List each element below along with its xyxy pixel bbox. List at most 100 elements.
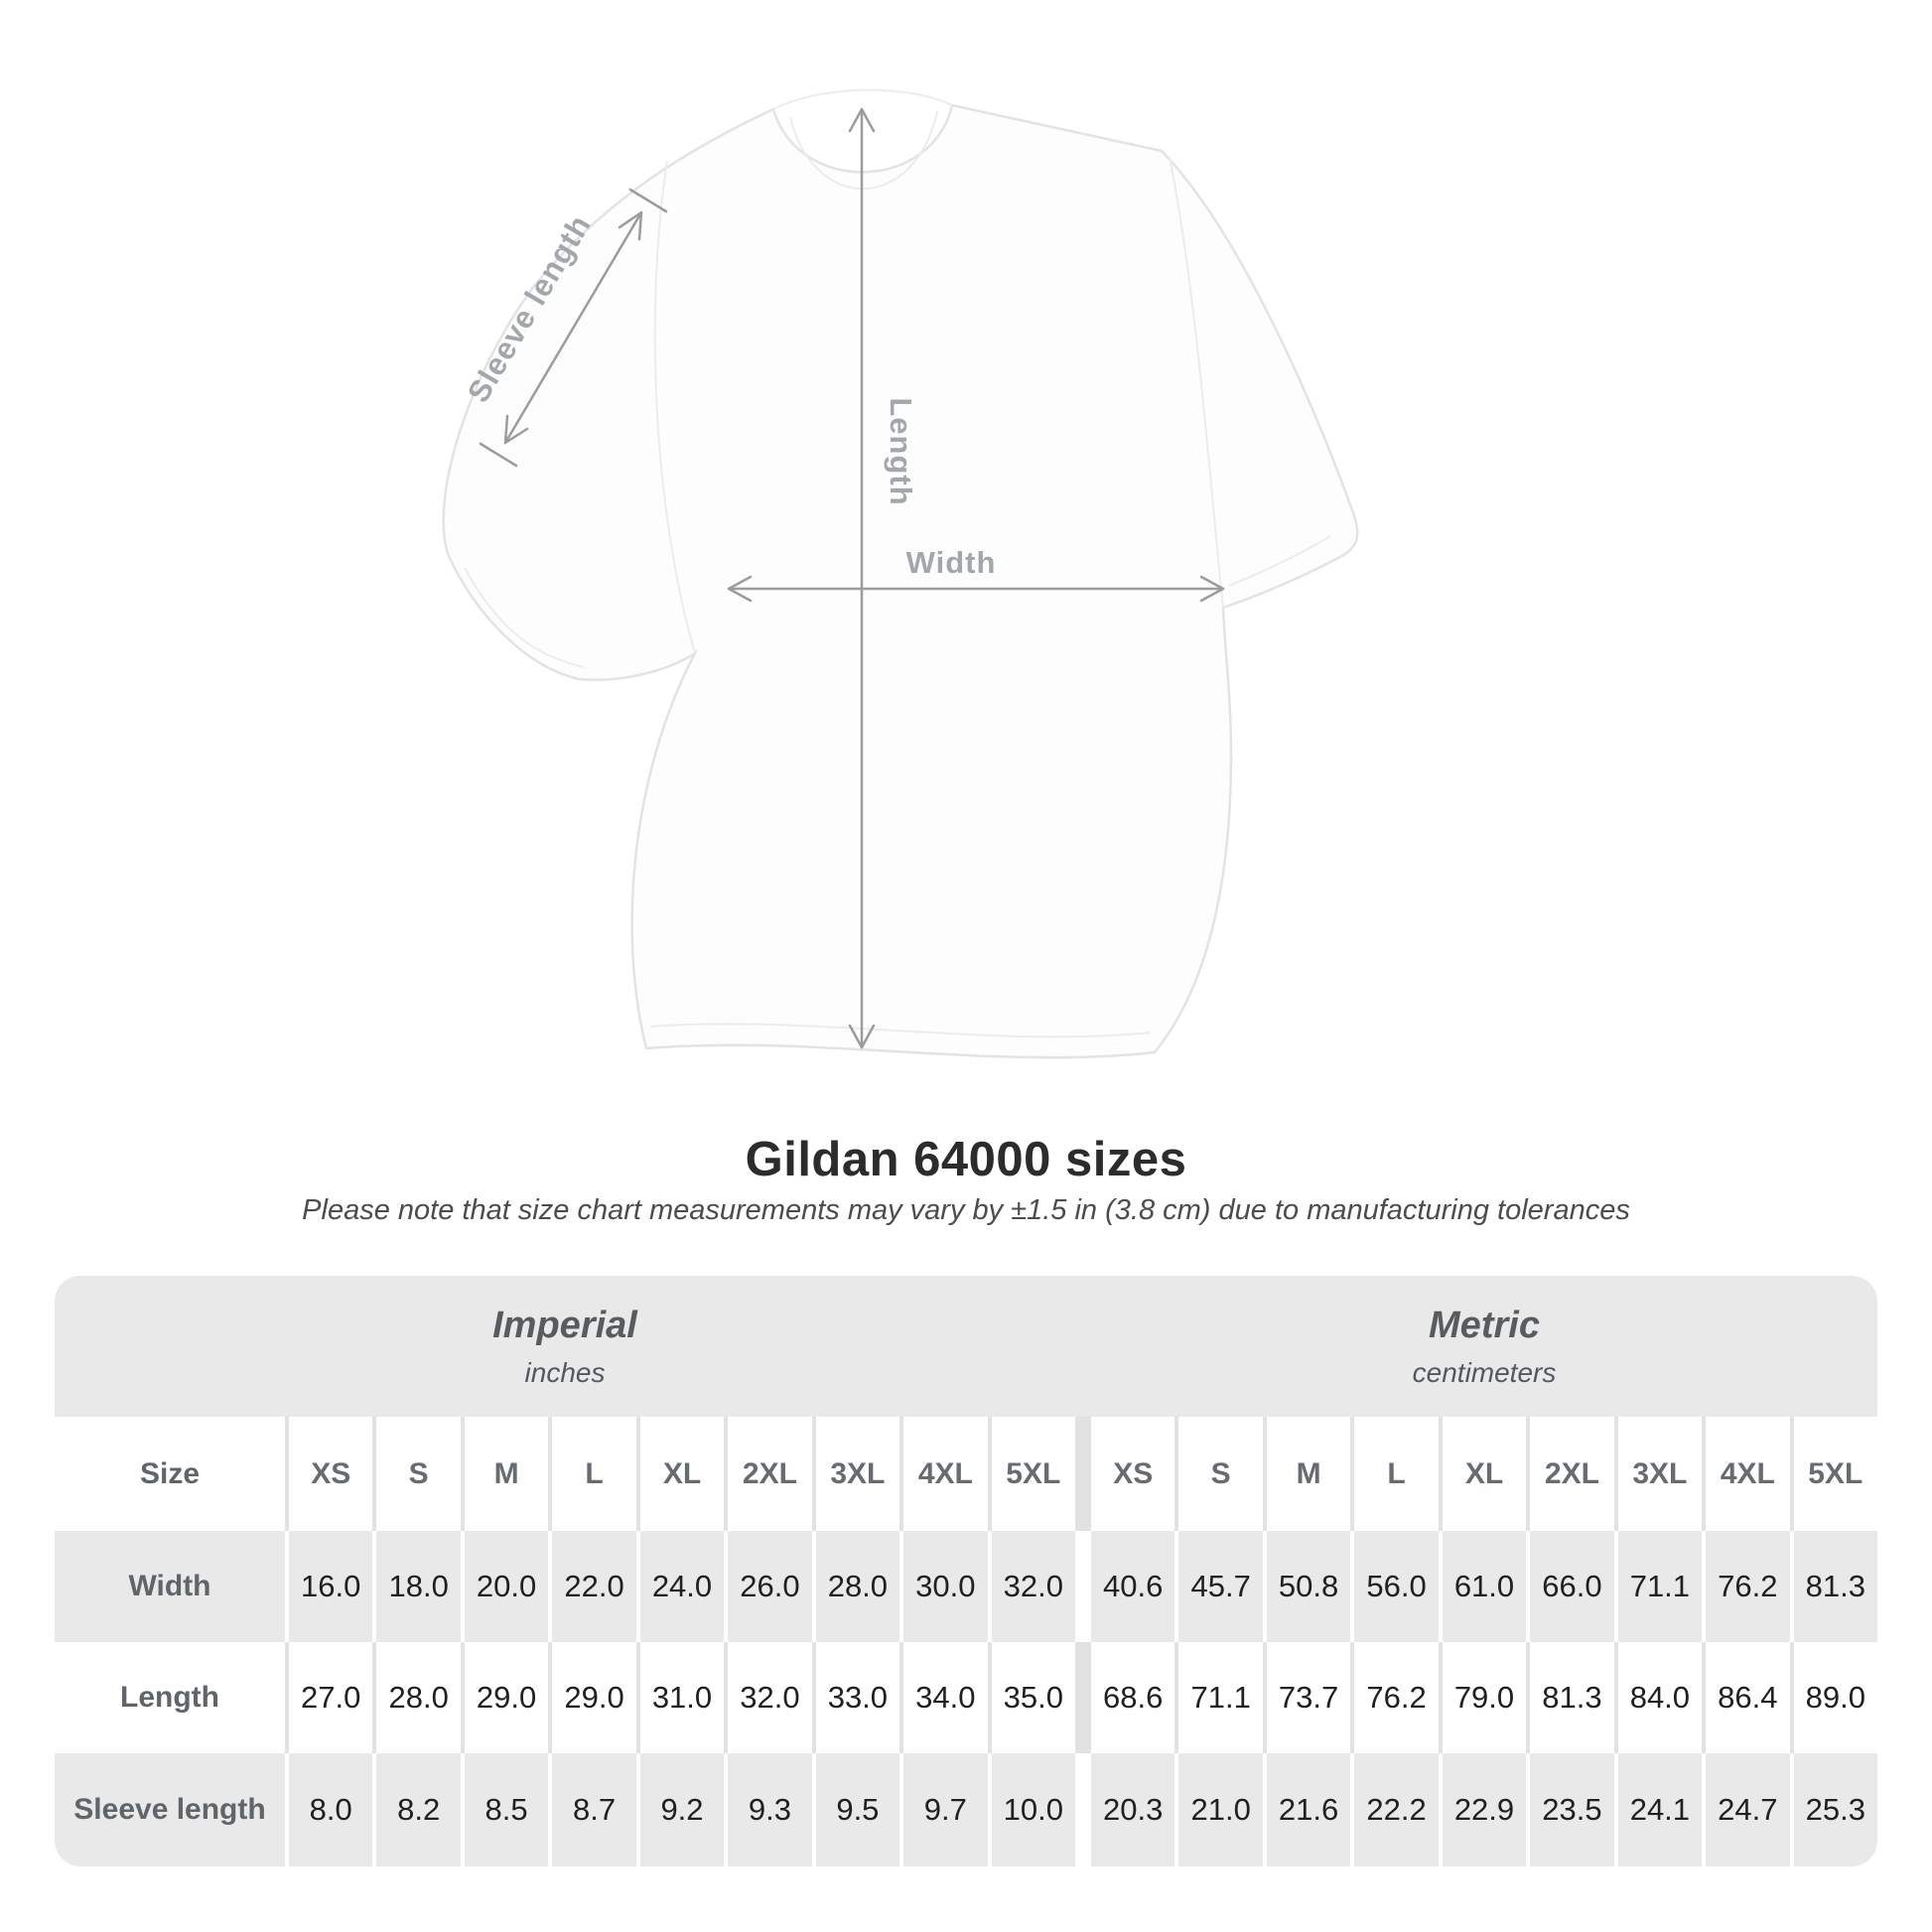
table-cell: XL: [1442, 1417, 1527, 1531]
table-cell: 24.0: [639, 1531, 725, 1642]
section-divider: [1079, 1531, 1087, 1642]
left-sleeve-seam: [653, 160, 696, 654]
table-cell: 32.0: [728, 1642, 812, 1753]
table-cell: 24.7: [1706, 1753, 1790, 1866]
table-row: Size XS S M L XL 2XL 3XL 4XL 5XL XS S M L XL 2XL 3XL 4XL 5…: [55, 1417, 1877, 1531]
table-cell: M: [464, 1417, 549, 1531]
section-divider: [1079, 1417, 1087, 1531]
unit-header-band: Imperial inches Metric centimeters: [55, 1276, 1877, 1417]
table-cell: S: [376, 1417, 461, 1531]
table-cell: 27.0: [289, 1642, 373, 1753]
table-cell: 22.9: [1442, 1753, 1527, 1866]
table-cell: 3XL: [815, 1417, 900, 1531]
row-label: Sleeve length: [55, 1753, 285, 1866]
length-arrow: [848, 107, 876, 1049]
table-cell: 3XL: [1617, 1417, 1703, 1531]
table-cell: 9.2: [639, 1753, 725, 1866]
table-cell: 10.0: [991, 1753, 1075, 1866]
width-label: Width: [906, 545, 997, 580]
table-row: Length 27.0 28.0 29.0 29.0 31.0 32.0 33.0 34.0 35…: [55, 1642, 1877, 1753]
table-cell: S: [1178, 1417, 1263, 1531]
table-cell: 4XL: [1706, 1417, 1790, 1531]
bottom-hem-seam: [649, 1023, 1151, 1038]
table-cell: 8.5: [464, 1753, 549, 1866]
table-cell: 81.3: [1793, 1531, 1877, 1642]
table-cell: 45.7: [1178, 1531, 1263, 1642]
width-arrow: [727, 575, 1225, 603]
table-cell: 61.0: [1442, 1531, 1527, 1642]
table-cell: 71.1: [1617, 1531, 1703, 1642]
table-cell: 32.0: [991, 1531, 1075, 1642]
metric-unit: centimeters: [1412, 1356, 1557, 1388]
table-cell: 22.0: [552, 1531, 636, 1642]
table-cell: 76.2: [1706, 1531, 1790, 1642]
table-cell: 34.0: [903, 1642, 988, 1753]
table-cell: 30.0: [903, 1531, 988, 1642]
row-label: Size: [55, 1417, 285, 1531]
left-sleeve-hem: [464, 567, 585, 668]
length-label: Length: [884, 397, 918, 505]
table-cell: XS: [289, 1417, 373, 1531]
table-cell: 56.0: [1354, 1531, 1439, 1642]
table-cell: M: [1266, 1417, 1351, 1531]
tshirt-measurement-diagram: Width Length Sleeve length: [442, 88, 1359, 1059]
row-label: Length: [55, 1642, 285, 1753]
row-label: Width: [55, 1531, 285, 1642]
table-cell: 22.2: [1354, 1753, 1439, 1866]
table-cell: 18.0: [376, 1531, 461, 1642]
page-title: Gildan 64000 sizes: [745, 1133, 1187, 1186]
table-cell: L: [552, 1417, 636, 1531]
table-cell: 28.0: [376, 1642, 461, 1753]
table-cell: 29.0: [464, 1642, 549, 1753]
table-cell: 33.0: [815, 1642, 900, 1753]
metric-header: Metric centimeters: [1091, 1276, 1877, 1417]
table-cell: 4XL: [903, 1417, 988, 1531]
sleeve-length-arrow: [479, 188, 668, 468]
table-cell: 9.5: [815, 1753, 900, 1866]
tolerance-note: Please note that size chart measurements…: [302, 1194, 1630, 1226]
table-cell: 66.0: [1530, 1531, 1614, 1642]
table-cell: 23.5: [1530, 1753, 1614, 1866]
table-cell: 2XL: [728, 1417, 812, 1531]
imperial-unit: inches: [524, 1356, 606, 1388]
table-cell: 73.7: [1266, 1642, 1351, 1753]
table-cell: XL: [639, 1417, 725, 1531]
table-row: Sleeve length 8.0 8.2 8.5 8.7 9.2 9.3 9.5 9.7 10.…: [55, 1753, 1877, 1866]
table-row: Width 16.0 18.0 20.0 22.0 24.0 26.0 28.0 30.0 32.…: [55, 1531, 1877, 1642]
size-table-body: Size XS S M L XL 2XL 3XL 4XL 5XL XS S M L XL 2XL 3XL 4XL 5…: [55, 1417, 1877, 1866]
table-cell: 5XL: [991, 1417, 1075, 1531]
table-cell: L: [1354, 1417, 1439, 1531]
table-cell: 20.3: [1090, 1753, 1175, 1866]
table-cell: 20.0: [464, 1531, 549, 1642]
table-cell: XS: [1090, 1417, 1175, 1531]
table-cell: 71.1: [1178, 1642, 1263, 1753]
table-cell: 25.3: [1793, 1753, 1877, 1866]
table-cell: 8.0: [289, 1753, 373, 1866]
tshirt-graphic: [442, 88, 1359, 1059]
table-cell: 81.3: [1530, 1642, 1614, 1753]
table-cell: 50.8: [1266, 1531, 1351, 1642]
table-cell: 8.2: [376, 1753, 461, 1866]
right-sleeve-hem: [1228, 535, 1331, 587]
table-cell: 84.0: [1617, 1642, 1703, 1753]
table-cell: 5XL: [1793, 1417, 1877, 1531]
table-cell: 40.6: [1090, 1531, 1175, 1642]
table-cell: 9.3: [728, 1753, 812, 1866]
imperial-title: Imperial: [492, 1304, 637, 1346]
table-cell: 8.7: [552, 1753, 636, 1866]
table-cell: 86.4: [1706, 1642, 1790, 1753]
right-sleeve-seam: [1169, 156, 1224, 609]
table-cell: 35.0: [991, 1642, 1075, 1753]
size-table: Imperial inches Metric centimeters Size X…: [55, 1276, 1877, 1866]
table-cell: 31.0: [639, 1642, 725, 1753]
collar-back-seam: [772, 88, 953, 110]
table-cell: 79.0: [1442, 1642, 1527, 1753]
section-divider: [1079, 1753, 1087, 1866]
table-cell: 24.1: [1617, 1753, 1703, 1866]
table-cell: 16.0: [289, 1531, 373, 1642]
table-cell: 21.6: [1266, 1753, 1351, 1866]
table-cell: 26.0: [728, 1531, 812, 1642]
table-cell: 89.0: [1793, 1642, 1877, 1753]
table-cell: 2XL: [1530, 1417, 1614, 1531]
